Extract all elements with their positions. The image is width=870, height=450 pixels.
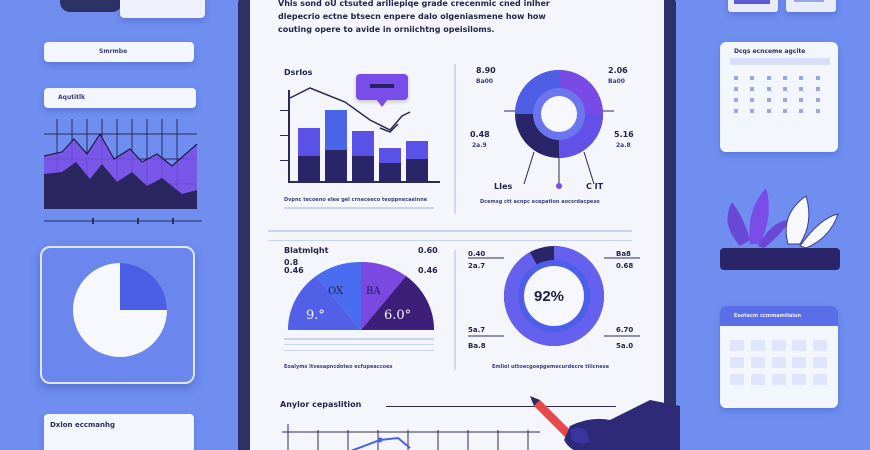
top-left-chart-caption: Dvpnc tecoeno elee gel crneceeco teoppne… — [284, 197, 428, 203]
bar — [406, 140, 428, 181]
ring-label-mr: 5.16 — [614, 130, 634, 139]
donut-label-bl2: Ba.8 — [468, 342, 486, 350]
bar — [298, 128, 320, 181]
document-paper: Vhis sond oU ctsuted ariliepiqe grade cr… — [250, 0, 664, 450]
header-line-3: couting opere to avide in orniichtng ope… — [278, 25, 495, 34]
donut-label-tr: Ba8 — [616, 250, 631, 258]
donut-label-mr: 0.68 — [616, 262, 634, 270]
gauge-seg-1: 9.° — [306, 308, 325, 323]
ring-caption: Dcemsg ctt acnpc ecepatlon aocsrdacpeso — [480, 199, 600, 205]
gauge-title: Blatmlqht — [284, 246, 329, 255]
calendar-card-1[interactable]: Dcqs ecnceme agcite — [720, 42, 838, 152]
bar-highlight — [352, 130, 374, 157]
top-left-tab[interactable] — [120, 0, 205, 18]
calendar-2-grid — [730, 340, 830, 385]
header-text: Vhis sond oU ctsuted ariliepiqe grade cr… — [278, 0, 638, 34]
gauge-caption: Eoalyms ltvesapncdoteo ecfupeaccoes — [284, 364, 393, 370]
divider-vertical-mid — [454, 250, 456, 370]
gauge-label-tr: 0.60 — [418, 246, 438, 255]
chart-axis-y — [288, 90, 290, 182]
donut-label-br2: 5a.0 — [616, 342, 634, 350]
bottom-chart-title: Anylor cepaslition — [280, 400, 362, 409]
left-bottom-card[interactable]: Dxlon eccmanhg — [44, 414, 194, 450]
ring-svg — [504, 70, 614, 189]
ring-label-ml: 0.48 — [470, 130, 490, 139]
left-bottom-card-label: Dxlon eccmanhg — [50, 421, 115, 429]
bottom-chart: Anylor cepaslition — [280, 394, 640, 450]
donut-svg — [468, 246, 640, 346]
ring-label-tr2: Ba00 — [608, 78, 625, 85]
donut-label-ml: 2a.7 — [468, 262, 486, 270]
top-left-pill — [60, 0, 122, 12]
left-pie-card[interactable] — [40, 246, 195, 384]
gauge-svg — [287, 261, 435, 330]
chart-axis-x — [288, 181, 440, 183]
ring-label-br: C IT — [586, 182, 604, 191]
middle-right-donut: 0.40 2a.7 Ba8 0.68 5a.7 Ba.8 6.70 5a.0 9… — [464, 246, 644, 376]
ring-label-ml2: 2a.9 — [472, 142, 487, 149]
bar-highlight — [379, 148, 401, 163]
hand-with-pen — [530, 396, 680, 450]
left-card-1[interactable]: Smrmbe — [44, 42, 194, 62]
gauge-label-l2: 0.46 — [284, 266, 304, 275]
left-card-1-label: Smrmbe — [99, 48, 128, 55]
donut-caption: Emlioi uttoecgoepgemecurdecre tiiicnese — [492, 364, 609, 370]
bar-group — [298, 90, 440, 181]
ring-label-mr2: 2a.8 — [616, 142, 631, 149]
gauge-seg-4: 6.0° — [384, 308, 412, 323]
ring-label-tl: 8.90 — [476, 66, 496, 75]
middle-left-gauge: Blatmlqht 0.60 0.46 0.8 0.46 9.° OX BA 6… — [280, 246, 450, 376]
bar — [352, 130, 374, 181]
ring-label-tl2: Ba00 — [476, 78, 493, 85]
left-card-2-label: Aqutitlk — [58, 94, 86, 101]
header-line-2: dlepecrio ectne btsecn enpere dalo olgen… — [278, 12, 546, 21]
bar — [325, 110, 347, 181]
calendar-2-title: Eeotecm ccmmamtiaion — [734, 313, 802, 319]
donut-label-tl: 0.40 — [468, 250, 486, 258]
calendar-1-grid — [734, 76, 824, 113]
left-card-2[interactable]: Aqutitlk — [44, 88, 196, 108]
gauge-seg-3: BA — [366, 286, 381, 297]
bottom-line-chart — [282, 424, 540, 450]
calendar-2-header — [720, 306, 838, 326]
right-top-card-a[interactable] — [728, 0, 778, 12]
gauge-label-l: 0.8 — [284, 258, 299, 267]
top-left-chart: Dsrlos Dvpnc tecoeno elee gel crneceeco … — [280, 60, 450, 220]
bar-highlight — [325, 110, 347, 151]
gauge-label-tr2: 0.46 — [418, 266, 438, 275]
top-right-ring-chart: 8.90 Ba00 2.06 Ba00 0.48 2a.9 5.16 2a.8 … — [464, 60, 644, 220]
left-line-chart — [43, 119, 202, 224]
bar-highlight — [406, 140, 428, 160]
calendar-1-bar — [730, 58, 830, 65]
gauge-seg-2: OX — [328, 286, 344, 297]
trend-line — [289, 87, 411, 133]
left-pie-chart — [73, 263, 167, 357]
bar-highlight — [298, 128, 320, 156]
bar — [379, 148, 401, 181]
ring-label-bl: LIes — [494, 182, 513, 191]
calendar-1-title: Dcqs ecnceme agcite — [734, 48, 806, 55]
donut-center-value: 92% — [534, 288, 565, 305]
donut-label-br: 6.70 — [616, 326, 634, 334]
divider-vertical-top — [454, 64, 456, 214]
calendar-card-2[interactable]: Eeotecm ccmmamtiaion — [720, 306, 838, 408]
chart-tooltip — [356, 74, 408, 107]
section-rule-1 — [268, 230, 632, 232]
area-series-2 — [44, 162, 197, 209]
section-rule-2 — [268, 240, 632, 241]
plant-illustration — [720, 188, 840, 270]
ring-label-tr: 2.06 — [608, 66, 628, 75]
header-line-1: Vhis sond oU ctsuted ariliepiqe grade cr… — [278, 0, 550, 8]
donut-label-bl: 5a.7 — [468, 326, 486, 334]
right-top-card-b[interactable] — [786, 0, 836, 12]
top-left-chart-title: Dsrlos — [284, 68, 313, 77]
